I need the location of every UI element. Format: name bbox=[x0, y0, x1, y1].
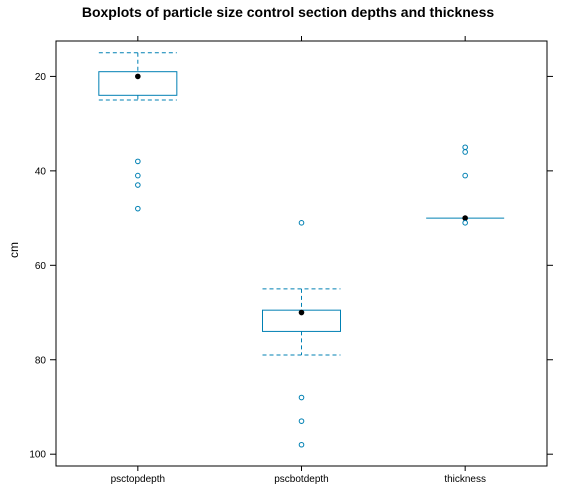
y-tick-label: 60 bbox=[35, 261, 47, 272]
outlier-point bbox=[135, 172, 141, 179]
outlier-point bbox=[462, 172, 468, 179]
outlier-point bbox=[298, 394, 305, 401]
outlier-point bbox=[135, 158, 141, 165]
y-tick-label: 100 bbox=[29, 450, 46, 461]
outlier-point bbox=[135, 205, 141, 212]
x-tick-label: psctopdepth bbox=[111, 474, 166, 485]
y-tick-label: 20 bbox=[35, 72, 47, 83]
y-tick-label: 40 bbox=[35, 166, 47, 177]
x-tick-label: pscbotdepth bbox=[274, 474, 329, 485]
y-tick-label: 80 bbox=[35, 355, 47, 366]
box-group-thickness bbox=[426, 144, 505, 226]
box-rect bbox=[98, 71, 178, 96]
box-group-psctopdepth bbox=[98, 52, 178, 212]
outlier-point bbox=[462, 220, 468, 226]
outlier-point bbox=[298, 441, 305, 448]
boxes-layer bbox=[98, 52, 505, 448]
x-tick-label: thickness bbox=[444, 474, 486, 485]
outlier-point bbox=[135, 182, 141, 188]
box-group-pscbotdepth bbox=[262, 220, 341, 448]
axes-layer: 20 40 60 80 100 psctopdepth pscbotdepth thickne… bbox=[29, 36, 553, 485]
median-point bbox=[135, 73, 141, 80]
median-point bbox=[462, 215, 468, 221]
y-axis-label: cm bbox=[7, 242, 21, 258]
outlier-point bbox=[462, 149, 468, 155]
outlier-point bbox=[298, 220, 305, 226]
median-point bbox=[298, 309, 305, 316]
chart-title: Boxplots of particle size control sectio… bbox=[82, 4, 495, 20]
outlier-point bbox=[298, 418, 305, 424]
plot-frame bbox=[55, 40, 548, 467]
outlier-point bbox=[462, 144, 468, 151]
